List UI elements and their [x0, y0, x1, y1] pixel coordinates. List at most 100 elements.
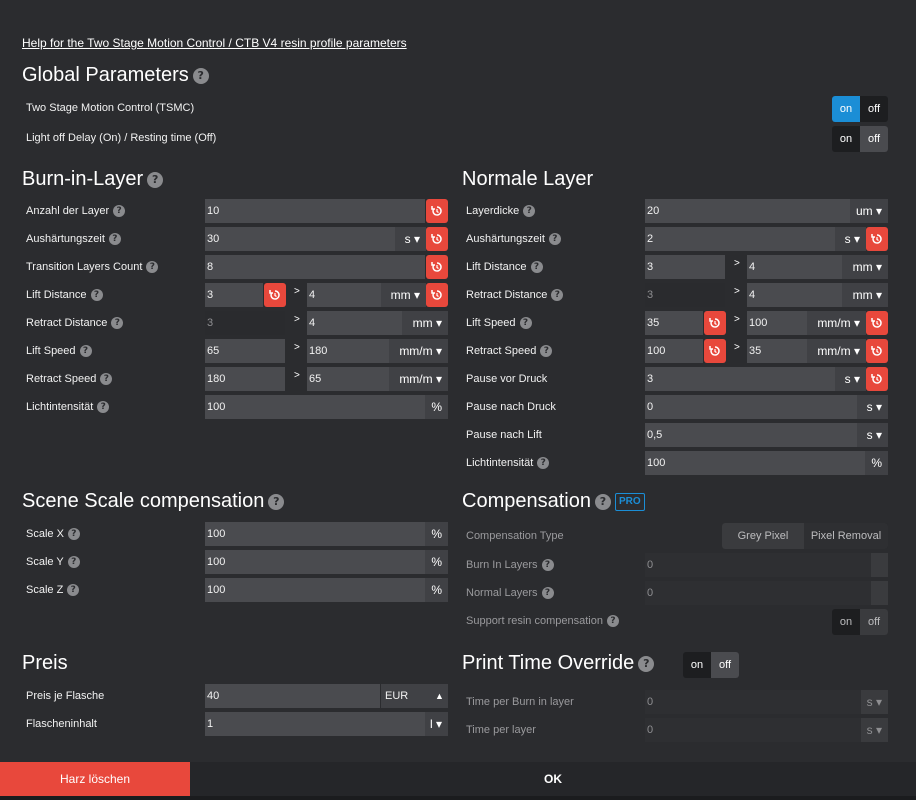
normal-pause-lift-unit-select[interactable]: s ▾: [857, 423, 888, 447]
burn-lift-speed-input-2[interactable]: 180: [307, 339, 389, 363]
reset-icon[interactable]: [426, 199, 448, 223]
burn-cure-unit-select[interactable]: s ▾: [395, 227, 426, 251]
normal-retract-speed-unit-select[interactable]: mm/m ▾: [807, 339, 866, 363]
burn-retract-speed-input-1[interactable]: 180: [205, 367, 285, 391]
content-input[interactable]: 1: [205, 712, 425, 736]
burn-layer-count-input[interactable]: 10: [205, 199, 425, 223]
burn-retract-unit-select[interactable]: mm ▾: [402, 311, 448, 335]
burn-cure-input[interactable]: 30: [205, 227, 395, 251]
help-icon[interactable]: ?: [551, 289, 564, 301]
normal-lift-input-2[interactable]: 4: [747, 255, 842, 279]
reset-icon[interactable]: [866, 367, 888, 391]
reset-icon[interactable]: [426, 255, 448, 279]
help-icon[interactable]: ?: [146, 261, 159, 273]
burn-retract-input-2[interactable]: 4: [307, 311, 402, 335]
burn-lift-input-2[interactable]: 4: [307, 283, 381, 307]
normal-retract-unit-select[interactable]: mm ▾: [842, 283, 888, 307]
lightoff-off[interactable]: off: [860, 126, 888, 152]
help-icon[interactable]: ?: [113, 205, 126, 217]
normal-thickness-unit-select[interactable]: um ▾: [850, 199, 888, 223]
help-icon[interactable]: ?: [67, 584, 80, 596]
compensation-title-text: Compensation: [462, 490, 591, 512]
burn-light-input[interactable]: 100: [205, 395, 425, 419]
help-icon[interactable]: ?: [537, 457, 550, 469]
tsmc-off[interactable]: off: [867, 103, 881, 115]
help-icon[interactable]: ?: [548, 233, 561, 245]
price-input[interactable]: 40: [205, 684, 380, 708]
burn-transition-input[interactable]: 8: [205, 255, 425, 279]
help-icon[interactable]: ?: [638, 655, 655, 672]
support-on[interactable]: on: [839, 616, 853, 628]
normal-lift-speed-input-1[interactable]: 35: [645, 311, 703, 335]
normal-cure-input[interactable]: 2: [645, 227, 835, 251]
help-icon[interactable]: ?: [67, 528, 80, 540]
reset-icon[interactable]: [264, 283, 286, 307]
override-on[interactable]: on: [690, 659, 704, 671]
normal-pause-lift-input[interactable]: 0,5: [645, 423, 857, 447]
support-off[interactable]: off: [860, 609, 888, 635]
help-icon[interactable]: ?: [147, 171, 164, 188]
burn-lift-input-1[interactable]: 3: [205, 283, 263, 307]
normal-pause-after-input[interactable]: 0: [645, 395, 857, 419]
ok-button[interactable]: OK: [544, 772, 562, 786]
burn-lift-speed-input-1[interactable]: 65: [205, 339, 285, 363]
help-link[interactable]: Help for the Two Stage Motion Control / …: [22, 36, 407, 50]
burn-lift-speed-unit-select[interactable]: mm/m ▾: [389, 339, 448, 363]
help-icon[interactable]: ?: [268, 493, 285, 510]
burn-retract-speed-unit-select[interactable]: mm/m ▾: [389, 367, 448, 391]
grey-pixel-option[interactable]: Grey Pixel: [722, 523, 804, 549]
normal-retract-speed-input-2[interactable]: 35: [747, 339, 807, 363]
scale-x-input[interactable]: 100: [205, 522, 425, 546]
normal-retract-input-2[interactable]: 4: [747, 283, 842, 307]
reset-icon[interactable]: [866, 227, 888, 251]
reset-icon[interactable]: [426, 227, 448, 251]
currency-up-icon[interactable]: ▲: [431, 684, 448, 708]
reset-icon[interactable]: [866, 311, 888, 335]
clear-resin-button[interactable]: Harz löschen: [0, 762, 190, 796]
pixel-removal-option[interactable]: Pixel Removal: [804, 523, 888, 549]
reset-icon[interactable]: [866, 339, 888, 363]
reset-icon[interactable]: [704, 339, 726, 363]
tsmc-on[interactable]: on: [832, 96, 860, 122]
help-icon[interactable]: ?: [90, 289, 103, 301]
normal-lift-input-1[interactable]: 3: [645, 255, 725, 279]
lightoff-toggle[interactable]: on off: [832, 126, 888, 152]
burn-retract-speed-input-2[interactable]: 65: [307, 367, 389, 391]
tsmc-toggle[interactable]: on off: [832, 96, 888, 122]
content-unit-select[interactable]: l ▾: [425, 712, 448, 736]
help-icon[interactable]: ?: [523, 205, 536, 217]
normal-pause-before-unit-select[interactable]: s ▾: [835, 367, 866, 391]
help-icon[interactable]: ?: [111, 317, 124, 329]
help-icon[interactable]: ?: [100, 373, 113, 385]
help-icon[interactable]: ?: [108, 233, 121, 245]
help-icon[interactable]: ?: [97, 401, 110, 413]
scale-y-input[interactable]: 100: [205, 550, 425, 574]
normal-retract-speed-input-1[interactable]: 100: [645, 339, 703, 363]
help-icon[interactable]: ?: [530, 261, 543, 273]
help-icon[interactable]: ?: [192, 67, 209, 84]
burn-cure-label: Aushärtungszeit?: [26, 227, 121, 251]
override-toggle[interactable]: on off: [683, 652, 739, 678]
normal-thickness-input[interactable]: 20: [645, 199, 850, 223]
normal-lift-speed-input-2[interactable]: 100: [747, 311, 807, 335]
normal-lift-speed-unit-select[interactable]: mm/m ▾: [807, 311, 866, 335]
currency-select[interactable]: EUR: [381, 684, 431, 708]
scale-z-input[interactable]: 100: [205, 578, 425, 602]
burn-lift-unit-select[interactable]: mm ▾: [381, 283, 426, 307]
help-icon[interactable]: ?: [67, 556, 80, 568]
support-resin-toggle[interactable]: on off: [832, 609, 888, 635]
reset-icon[interactable]: [426, 283, 448, 307]
help-icon[interactable]: ?: [540, 345, 553, 357]
help-icon[interactable]: ?: [79, 345, 92, 357]
help-icon[interactable]: ?: [519, 317, 532, 329]
normal-pause-before-input[interactable]: 3: [645, 367, 835, 391]
normal-cure-unit-select[interactable]: s ▾: [835, 227, 866, 251]
normal-light-input[interactable]: 100: [645, 451, 865, 475]
compensation-type-segmented[interactable]: Grey Pixel Pixel Removal: [722, 523, 888, 549]
normal-pause-after-unit-select[interactable]: s ▾: [857, 395, 888, 419]
reset-icon[interactable]: [704, 311, 726, 335]
normal-lift-unit-select[interactable]: mm ▾: [842, 255, 888, 279]
override-off[interactable]: off: [711, 652, 739, 678]
help-icon[interactable]: ?: [594, 493, 611, 510]
lightoff-on[interactable]: on: [839, 133, 853, 145]
